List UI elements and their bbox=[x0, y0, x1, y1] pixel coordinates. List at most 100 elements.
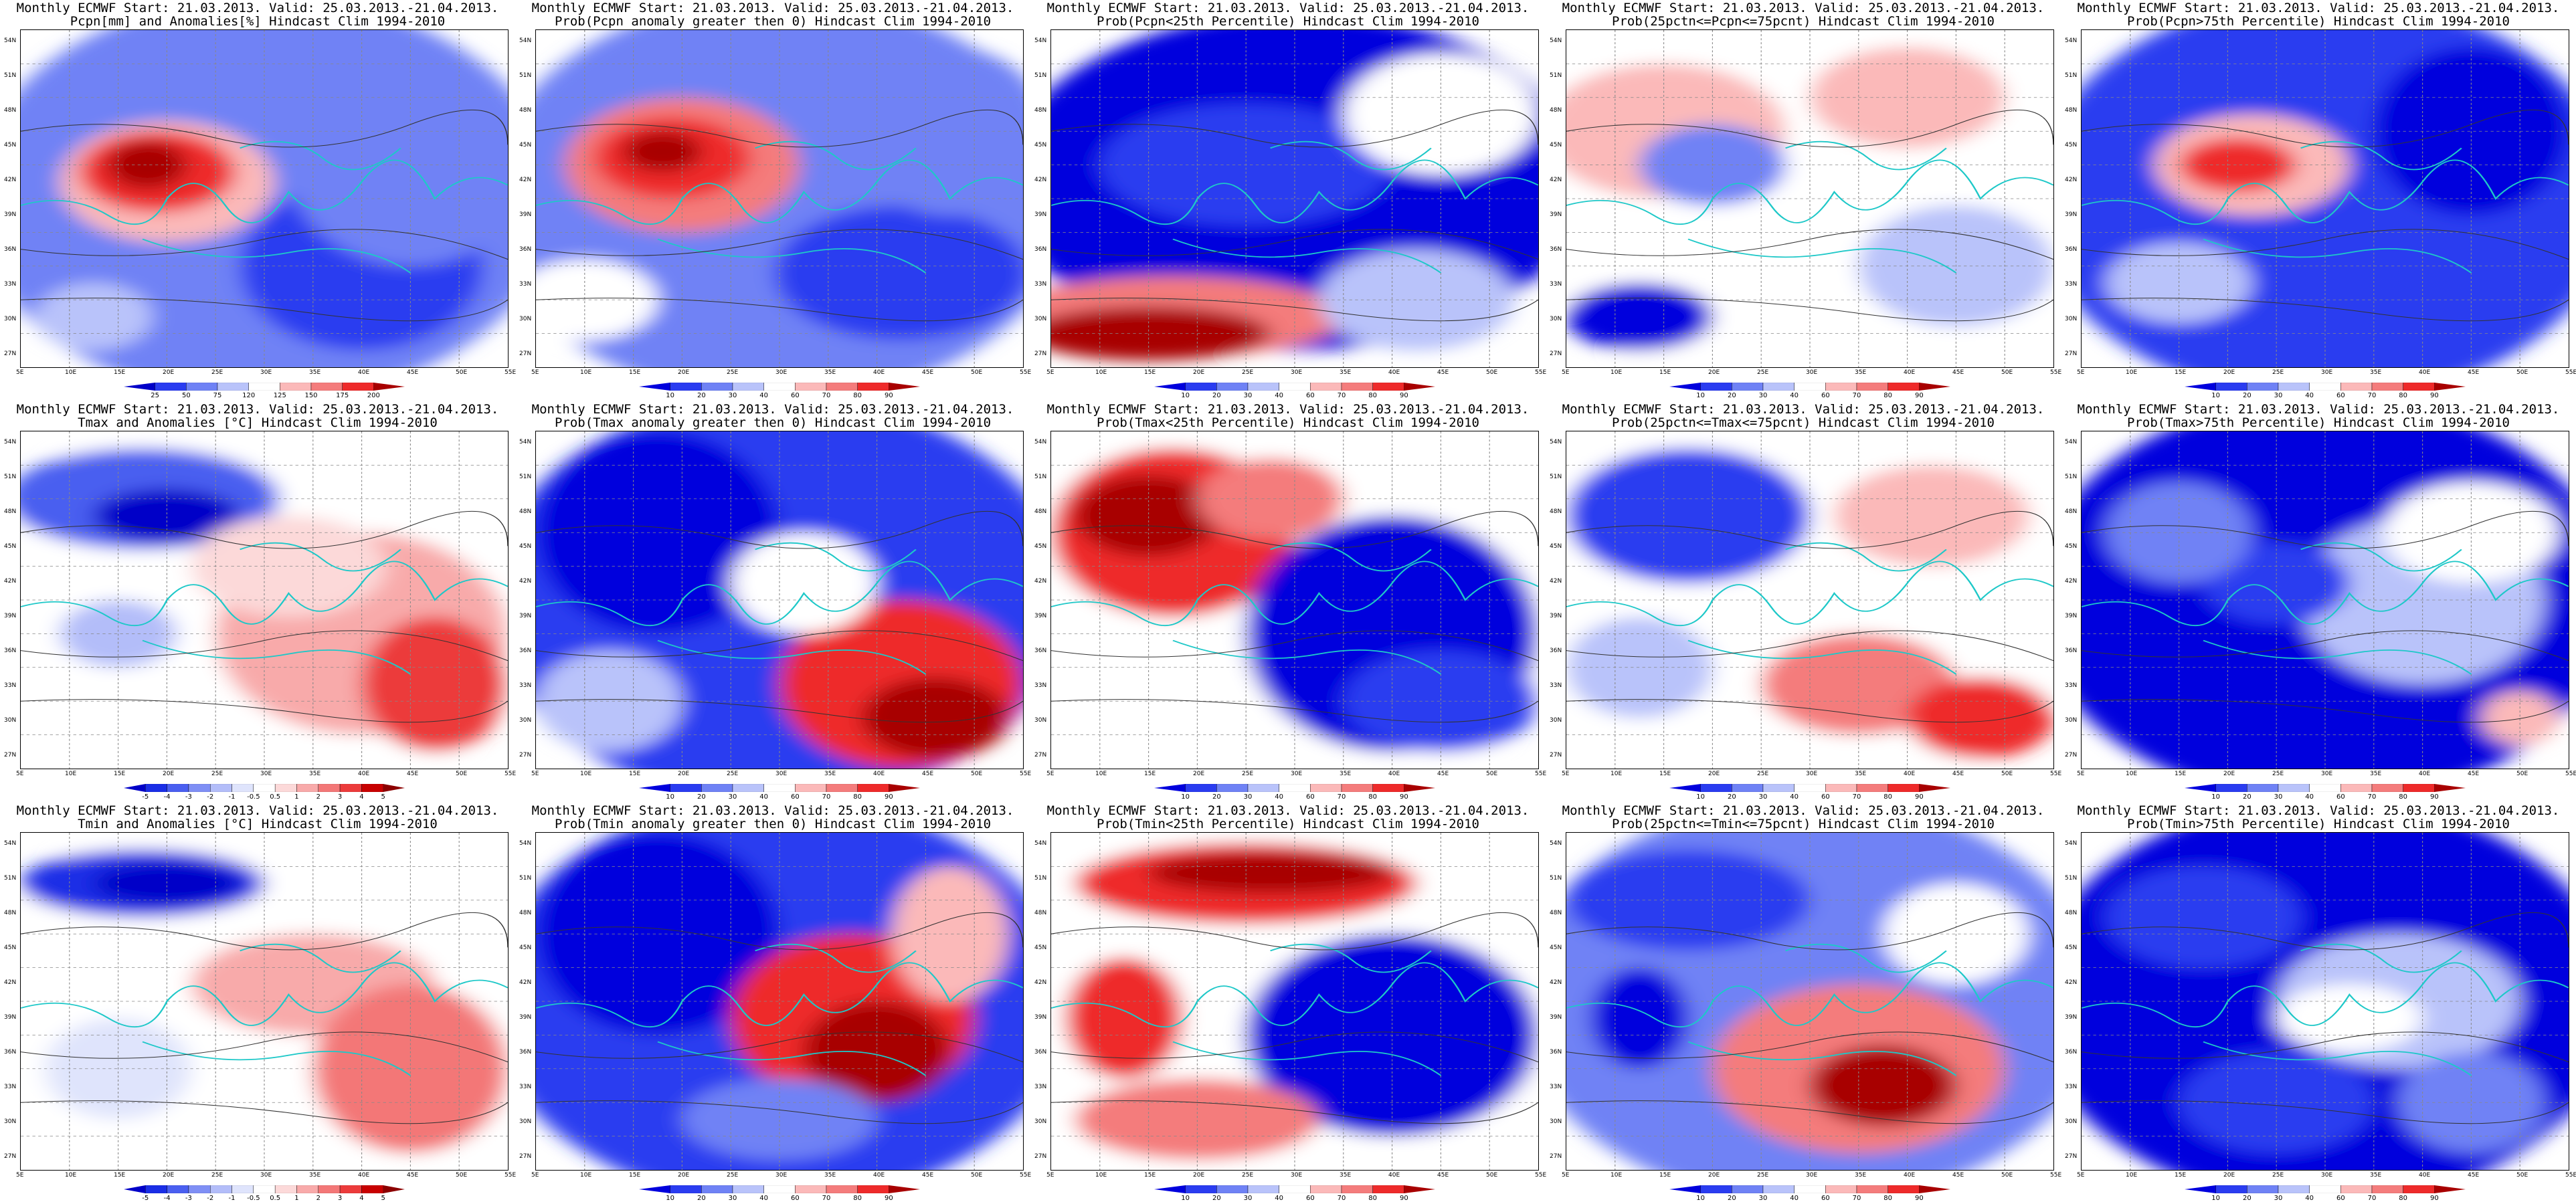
lon-tick-label: 10E bbox=[2126, 771, 2138, 777]
colorbar-label: 20 bbox=[697, 1195, 706, 1202]
colorbar-label: 10 bbox=[666, 793, 675, 801]
map-panel: Monthly ECMWF Start: 21.03.2013. Valid: … bbox=[1030, 0, 1546, 401]
lat-tick-label: 36N bbox=[1550, 246, 1562, 253]
shaded-anomaly-region bbox=[1590, 967, 1688, 1069]
lat-tick-label: 54N bbox=[519, 439, 532, 445]
lat-tick-label: 48N bbox=[1550, 910, 1562, 916]
colorbar-label: 60 bbox=[790, 1195, 800, 1202]
colorbar-swatch bbox=[145, 784, 167, 792]
colorbar-label: 40 bbox=[1790, 1195, 1799, 1202]
colorbar-swatch bbox=[1794, 383, 1826, 391]
colorbar-swatch bbox=[1856, 1185, 1888, 1193]
colorbar-swatch bbox=[2247, 383, 2279, 391]
lat-tick-label: 27N bbox=[2065, 752, 2078, 759]
colorbar-label: 0.5 bbox=[270, 1195, 281, 1202]
lon-tick-label: 30E bbox=[775, 1172, 788, 1179]
lat-tick-label: 30N bbox=[519, 316, 532, 322]
lon-tick-label: 55E bbox=[1020, 1172, 1032, 1179]
lon-tick-label: 5E bbox=[2077, 369, 2085, 376]
colorbar-label: 1 bbox=[294, 793, 299, 801]
colorbar-swatch bbox=[1372, 1185, 1404, 1193]
shaded-anomaly-region bbox=[1051, 306, 1271, 361]
forecast-map bbox=[1050, 431, 1539, 769]
lon-tick-label: 40E bbox=[873, 771, 885, 777]
colorbar-arrow-right bbox=[1919, 1185, 1950, 1193]
lon-tick-label: 25E bbox=[727, 1172, 739, 1179]
lat-tick-label: 36N bbox=[4, 246, 17, 253]
colorbar-swatch bbox=[763, 784, 796, 792]
lat-tick-label: 30N bbox=[2065, 316, 2078, 322]
shaded-anomaly-region bbox=[731, 532, 877, 634]
lon-tick-label: 25E bbox=[1242, 369, 1254, 376]
lat-tick-label: 36N bbox=[1550, 1049, 1562, 1056]
colorbar-label: 30 bbox=[728, 793, 737, 801]
colorbar-label: 1 bbox=[294, 1195, 299, 1202]
shaded-anomaly-region bbox=[1566, 849, 1810, 951]
colorbar-labels: 10 20 30 40 60 70 80 90 bbox=[639, 793, 920, 801]
lon-tick-label: 45E bbox=[1437, 771, 1449, 777]
colorbar-swatch bbox=[339, 784, 362, 792]
lat-tick-label: 54N bbox=[1034, 840, 1047, 847]
panel-title-line1: Monthly ECMWF Start: 21.03.2013. Valid: … bbox=[531, 1, 1014, 15]
lon-tick-label: 55E bbox=[2565, 771, 2576, 777]
colorbar-label: 30 bbox=[2274, 392, 2283, 399]
colorbar-arrow-right bbox=[383, 784, 405, 792]
lat-tick-label: 30N bbox=[2065, 1118, 2078, 1125]
colorbar-label: 20 bbox=[2242, 392, 2251, 399]
colorbar-swatch bbox=[2309, 1185, 2341, 1193]
colorbar-swatch bbox=[1185, 784, 1217, 792]
panel-title-line1: Monthly ECMWF Start: 21.03.2013. Valid: … bbox=[16, 1, 499, 15]
lat-tick-label: 45N bbox=[1550, 944, 1562, 951]
colorbar-swatch bbox=[2340, 784, 2373, 792]
colorbar-label: 40 bbox=[759, 392, 769, 399]
lon-tick-label: 35E bbox=[2370, 369, 2382, 376]
shaded-anomaly-region bbox=[1883, 883, 2029, 985]
lat-tick-label: 48N bbox=[4, 910, 17, 916]
lon-tick-label: 45E bbox=[2468, 369, 2480, 376]
lat-tick-label: 45N bbox=[2065, 543, 2078, 550]
contour-line bbox=[2082, 912, 2569, 950]
forecast-map bbox=[535, 832, 1024, 1171]
lon-tick-label: 15E bbox=[629, 771, 641, 777]
colorbar bbox=[124, 383, 405, 391]
colorbar-label: 125 bbox=[273, 392, 286, 399]
colorbar-label: -3 bbox=[185, 793, 192, 801]
lat-tick-label: 54N bbox=[519, 37, 532, 44]
lat-tick-label: 39N bbox=[1034, 613, 1047, 619]
colorbar-label: 40 bbox=[1275, 1195, 1284, 1202]
lon-tick-label: 40E bbox=[1904, 771, 1916, 777]
colorbar-swatch bbox=[1888, 383, 1920, 391]
forecast-map bbox=[20, 431, 509, 769]
colorbar-swatch bbox=[701, 1185, 733, 1193]
lat-tick-label: 33N bbox=[4, 281, 17, 288]
lat-tick-label: 39N bbox=[1034, 1014, 1047, 1021]
colorbar-swatch bbox=[1732, 1185, 1764, 1193]
colorbar-arrow-right bbox=[889, 383, 920, 391]
colorbar-label: -2 bbox=[207, 1195, 214, 1202]
colorbar-label: -0.5 bbox=[247, 793, 260, 801]
colorbar-swatch bbox=[2403, 784, 2435, 792]
lon-tick-label: 25E bbox=[1242, 1172, 1254, 1179]
colorbar-swatch bbox=[280, 383, 312, 391]
colorbar-swatch bbox=[2403, 383, 2435, 391]
lat-tick-label: 27N bbox=[4, 1153, 17, 1160]
colorbar-arrow-right bbox=[2434, 784, 2466, 792]
colorbar-arrow-right bbox=[1404, 383, 1435, 391]
map-panel: Monthly ECMWF Start: 21.03.2013. Valid: … bbox=[515, 803, 1032, 1204]
colorbar-swatch bbox=[701, 383, 733, 391]
shaded-anomaly-region bbox=[1566, 448, 1810, 583]
colorbar-swatch bbox=[2215, 784, 2247, 792]
colorbar-label: 30 bbox=[1758, 793, 1768, 801]
colorbar-arrow-left bbox=[1154, 784, 1186, 792]
lon-tick-label: 55E bbox=[1535, 369, 1547, 376]
lat-tick-label: 36N bbox=[519, 246, 532, 253]
colorbar-swatch bbox=[1185, 1185, 1217, 1193]
lon-tick-label: 20E bbox=[2223, 369, 2235, 376]
colorbar-label: 3 bbox=[337, 1195, 343, 1202]
shaded-anomaly-region bbox=[361, 617, 508, 752]
colorbar-swatch bbox=[1825, 784, 1857, 792]
lon-tick-label: 40E bbox=[1388, 1172, 1400, 1179]
colorbar-swatch bbox=[670, 784, 702, 792]
lon-tick-label: 50E bbox=[1486, 1172, 1498, 1179]
shaded-anomaly-region bbox=[2179, 138, 2296, 192]
